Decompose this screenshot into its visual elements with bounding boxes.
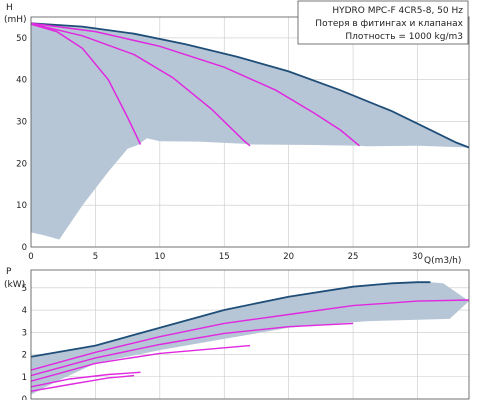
- power-y-tick-label: 2: [22, 351, 27, 361]
- head-x-tick-label: 30: [412, 252, 423, 262]
- head-operating-curve: [30, 22, 251, 147]
- power-operating-curve: [30, 374, 135, 392]
- power-y-tick-label: 3: [22, 328, 27, 338]
- head-chart: 0 5 10 15 20 25 30 0 10 20 30 40 50 H (mH) Q(m3/h): [4, 3, 470, 266]
- power-operating-curve: [30, 344, 251, 382]
- head-ylabel-line2: (mH): [4, 15, 27, 25]
- power-operating-curve: [30, 371, 141, 388]
- head-envelope-area: [31, 23, 469, 240]
- power-operating-curve: [30, 322, 354, 377]
- head-x-ticks: 0 5 10 15 20 25 30: [28, 252, 423, 262]
- info-box-frame: [297, 0, 469, 45]
- power-operating-curves: [30, 299, 470, 392]
- head-x-tick-label: 15: [219, 252, 230, 262]
- power-max-curve: [30, 281, 431, 358]
- head-xlabel: Q(m3/h): [424, 256, 461, 266]
- head-x-tick-label: 5: [93, 252, 98, 262]
- head-y-tick-label: 10: [16, 201, 27, 211]
- head-y-tick-label: 30: [16, 118, 27, 128]
- head-ylabel-line1: H: [6, 3, 13, 13]
- power-envelope-area: [31, 282, 469, 395]
- head-x-tick-label: 10: [154, 252, 165, 262]
- head-y-tick-label: 50: [16, 34, 27, 44]
- power-y-tick-label: 5: [22, 284, 27, 294]
- power-y-tick-label: 1: [22, 373, 27, 383]
- info-box-line2: Потеря в фитингах и клапанах: [315, 19, 463, 29]
- power-chart-frame: [30, 269, 470, 400]
- head-x-tick-label: 20: [283, 252, 294, 262]
- power-operating-curve: [30, 299, 470, 371]
- head-x-tick-label: 25: [348, 252, 359, 262]
- head-y-tick-label: 0: [22, 243, 27, 253]
- power-y-tick-label: 4: [22, 306, 27, 316]
- power-ylabel-line1: P: [6, 267, 12, 277]
- power-ylabel-line2: (kW): [4, 280, 25, 290]
- info-box-line3: Плотность = 1000 kg/m3: [345, 32, 463, 42]
- power-chart: 0 1 2 3 4 5 P (kW): [4, 267, 470, 400]
- head-operating-curves: [30, 22, 360, 147]
- power-y-ticks: 0 1 2 3 4 5: [22, 284, 27, 400]
- head-x-tick-label: 0: [28, 252, 33, 262]
- head-y-ticks: 0 10 20 30 40 50: [16, 34, 27, 253]
- head-y-tick-label: 40: [16, 76, 27, 86]
- head-operating-curve: [30, 23, 142, 145]
- info-box-line1: HYDRO MPC-F 4CR5-8, 50 Hz: [332, 6, 463, 16]
- info-box: HYDRO MPC-F 4CR5-8, 50 Hz Потеря в фитин…: [297, 0, 469, 45]
- head-y-tick-label: 20: [16, 159, 27, 169]
- power-y-tick-label: 0: [22, 395, 27, 400]
- head-operating-curve: [30, 22, 360, 147]
- head-max-curve: [30, 22, 470, 149]
- head-chart-frame: [30, 16, 470, 248]
